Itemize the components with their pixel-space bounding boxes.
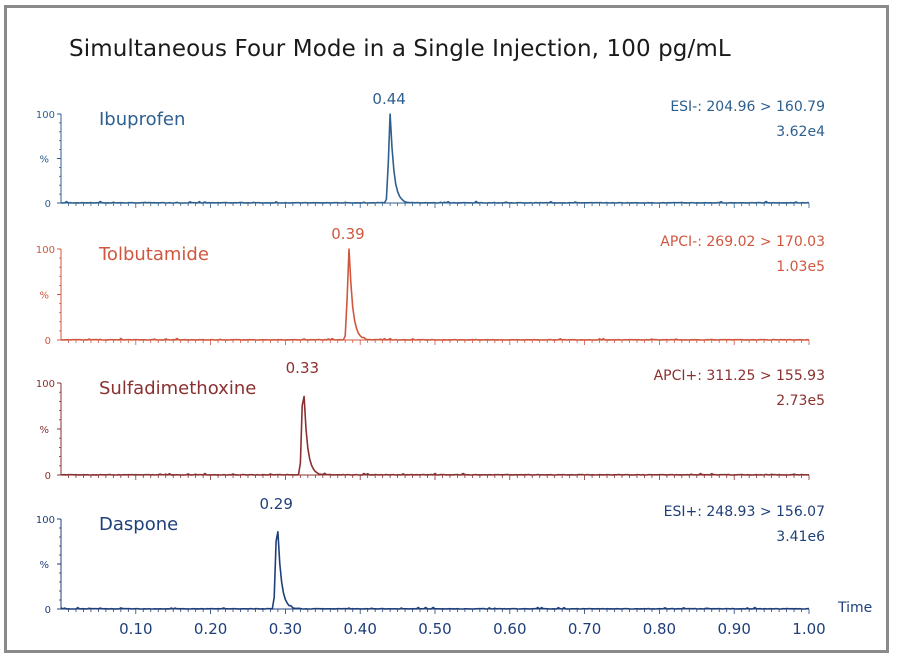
intensity-label: 3.62e4 — [776, 124, 825, 140]
y-tick-label: 0 — [45, 605, 51, 616]
intensity-label: 3.41e6 — [776, 529, 825, 545]
panel-tolbutamide: 100% 0 Tolbutamide APCI-: 269.02 > 170.03 1.… — [36, 225, 825, 347]
panel-daspone: 100% 0 Daspone ESI+: 248.93 > 156.07 3.41e6 0… — [36, 495, 825, 616]
y-tick-label: 0 — [45, 199, 51, 210]
y-tick-label: 100 — [36, 379, 55, 390]
x-tick-label: 0.10 — [119, 620, 152, 638]
x-tick-label: 0.30 — [269, 620, 302, 638]
series-name: Sulfadimethoxine — [99, 378, 256, 399]
x-tick-label: 0.80 — [643, 620, 676, 638]
panel-ibuprofen: 100% 0 Ibuprofen ESI-: 204.96 > 160.79 3.62e… — [36, 90, 825, 210]
chart-title: Simultaneous Four Mode in a Single Injec… — [69, 36, 731, 62]
y-tick-label: % — [39, 425, 49, 436]
y-tick-label: 100 — [36, 245, 55, 256]
y-tick-label: 100 — [36, 110, 55, 121]
figure-frame — [4, 5, 889, 653]
y-tick-label: % — [39, 155, 49, 166]
x-tick-label: 1.00 — [792, 620, 825, 638]
x-tick-label: 0.40 — [343, 620, 376, 638]
y-tick-label: 0 — [45, 336, 51, 347]
transition-label: APCI+: 311.25 > 155.93 — [654, 368, 825, 384]
x-tick-label: 0.50 — [418, 620, 451, 638]
x-axis-label: Time — [837, 600, 872, 616]
y-tick-label: 0 — [45, 471, 51, 482]
series-trace — [61, 395, 809, 476]
y-tick-label: 100 — [36, 515, 55, 526]
series-trace — [60, 248, 810, 341]
peak-label: 0.29 — [259, 495, 292, 513]
series-name: Tolbutamide — [98, 244, 209, 265]
peak-label: 0.39 — [331, 225, 364, 243]
peak-label: 0.33 — [286, 359, 319, 377]
transition-label: APCI-: 269.02 > 170.03 — [660, 234, 825, 250]
series-name: Daspone — [99, 514, 178, 535]
intensity-label: 1.03e5 — [776, 259, 825, 275]
peak-label: 0.44 — [372, 90, 405, 108]
series-trace — [60, 530, 810, 610]
y-tick-label: % — [39, 560, 49, 571]
transition-label: ESI-: 204.96 > 160.79 — [670, 99, 825, 115]
x-tick-label: 0.20 — [194, 620, 227, 638]
panel-sulfadimethoxine: 100% 0 Sulfadimethoxine APCI+: 311.25 > 155… — [36, 359, 825, 482]
x-tick-label: 0.70 — [568, 620, 601, 638]
x-tick-label: 0.90 — [717, 620, 750, 638]
series-trace — [60, 113, 809, 204]
intensity-label: 2.73e5 — [776, 393, 825, 409]
x-tick-label: 0.60 — [493, 620, 526, 638]
transition-label: ESI+: 248.93 > 156.07 — [664, 504, 825, 520]
series-name: Ibuprofen — [99, 109, 185, 130]
y-tick-label: % — [39, 291, 49, 302]
